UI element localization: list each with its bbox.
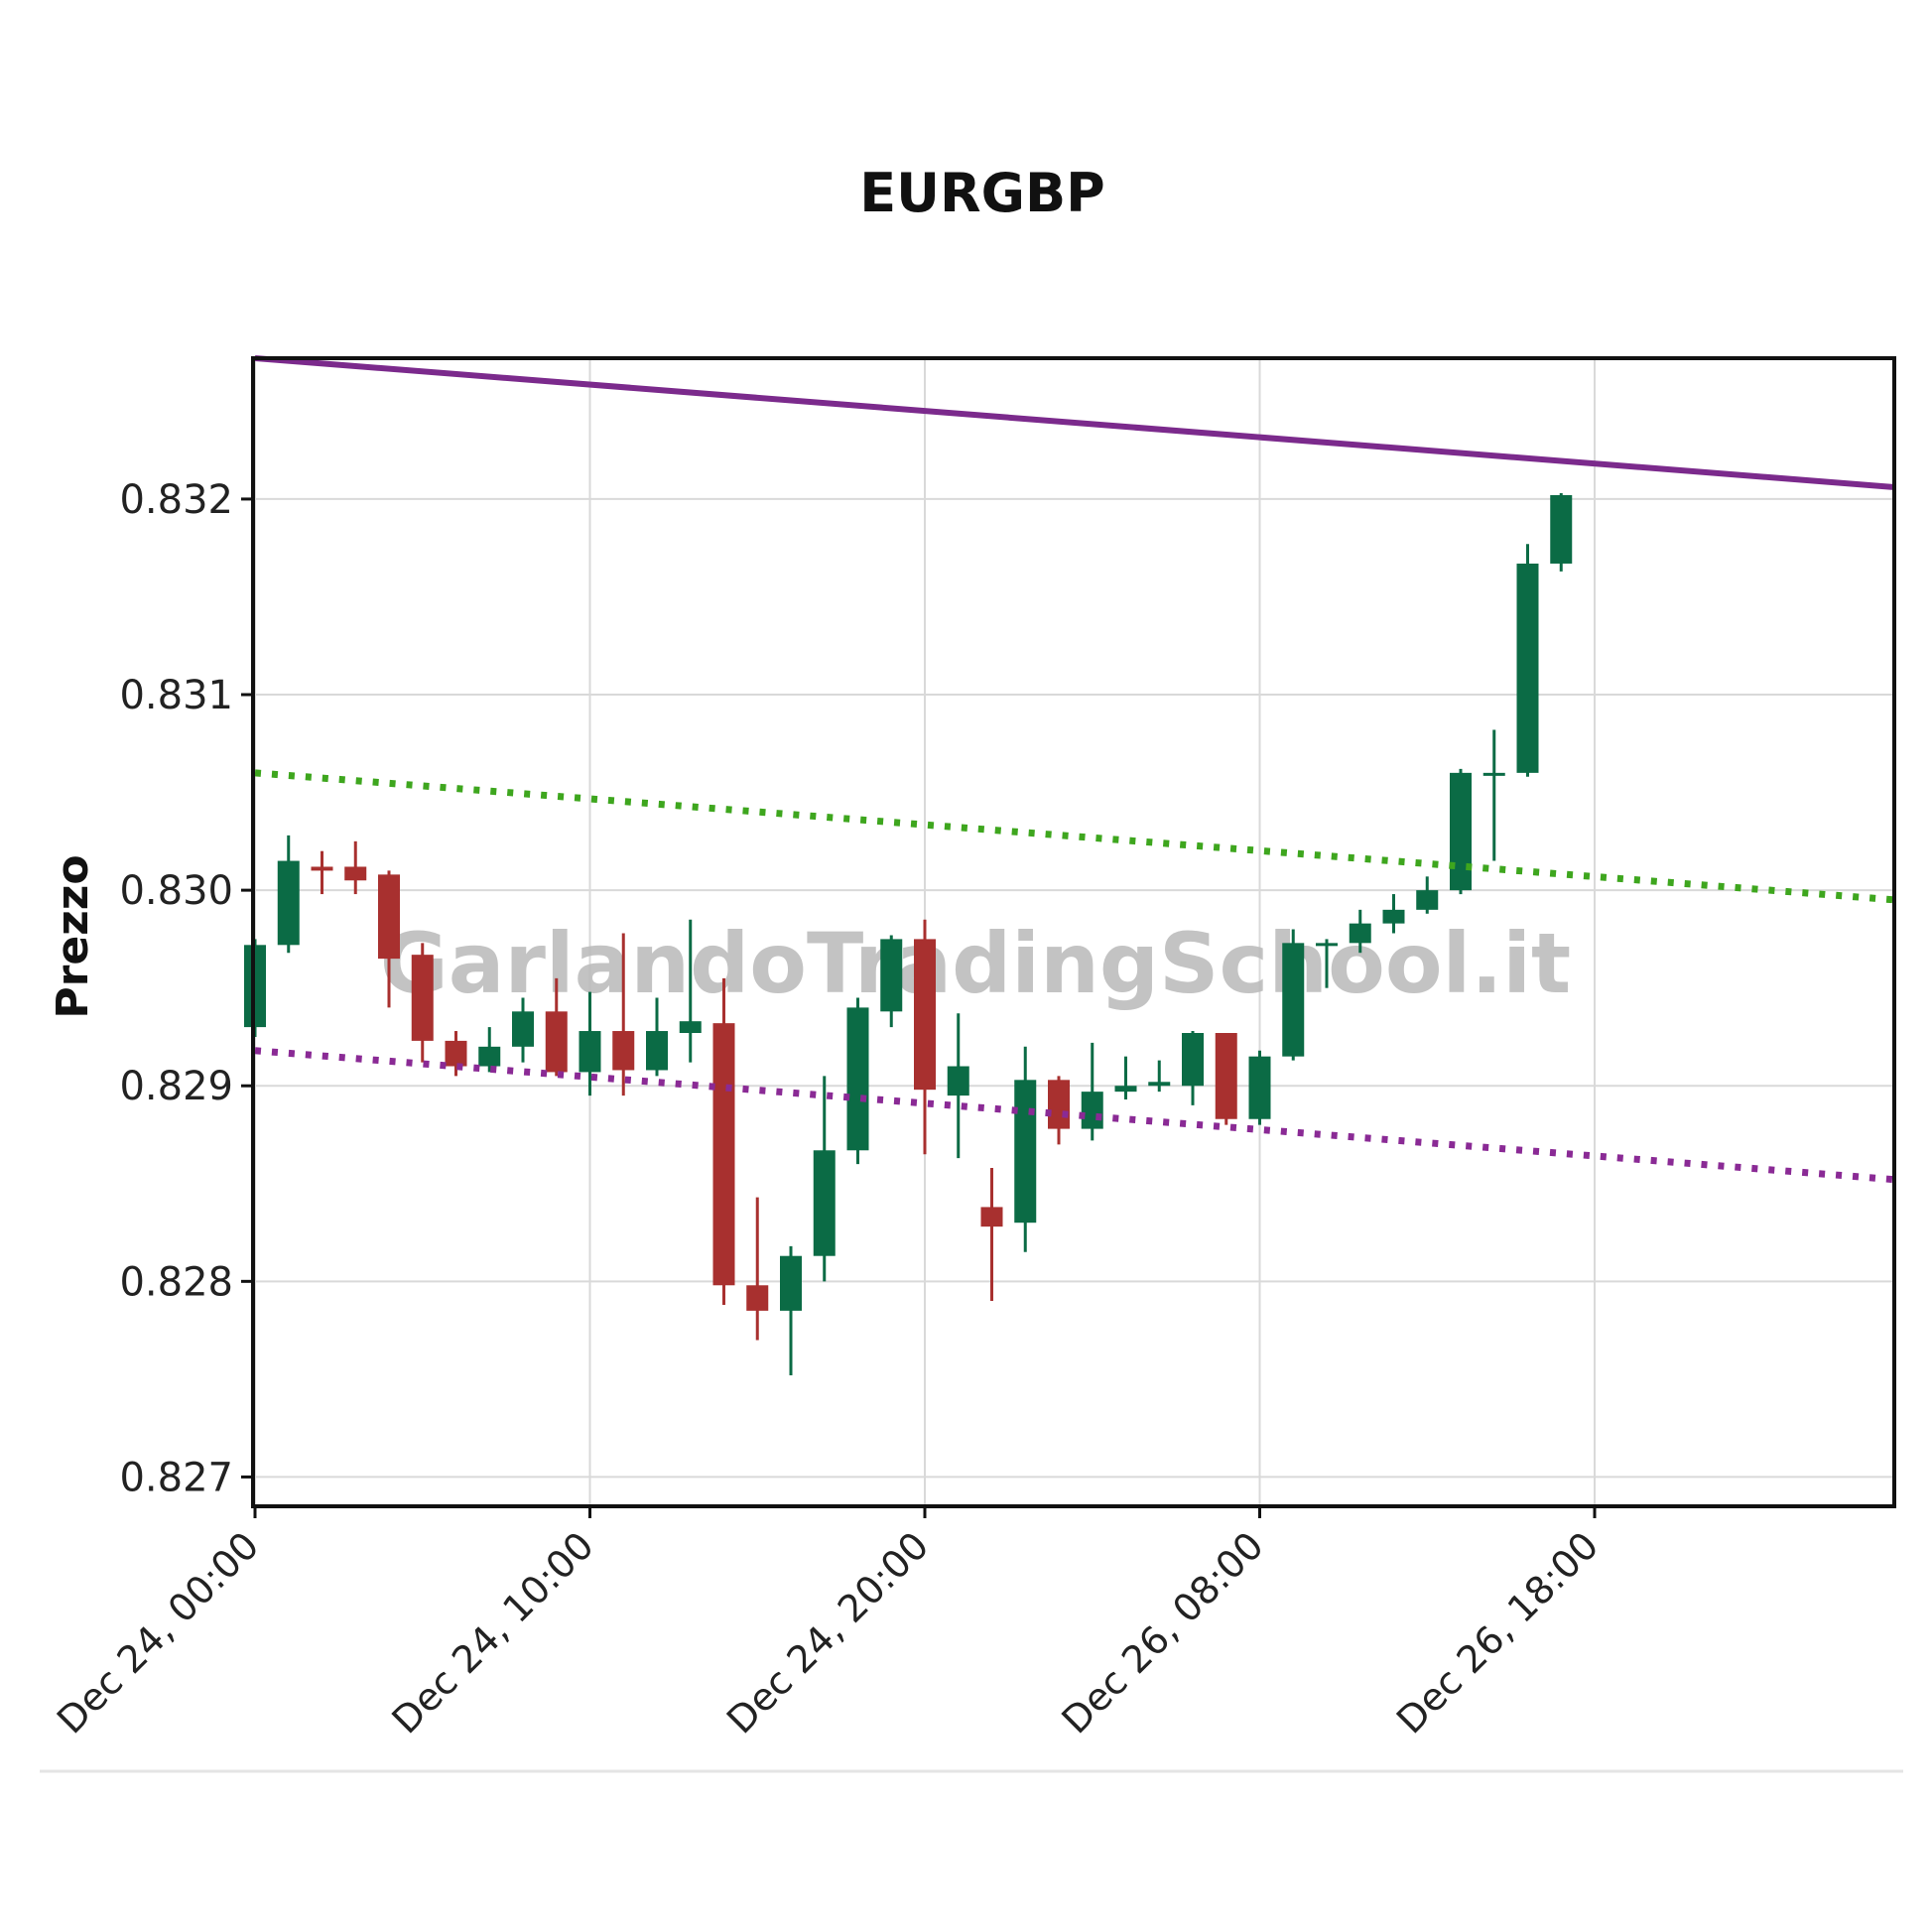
candle-body-up	[1349, 923, 1371, 944]
y-tick-label: 0.828	[119, 1259, 233, 1305]
candle-body-down	[311, 866, 333, 871]
candle-body-up	[478, 1046, 501, 1067]
x-tick-label: Dec 24, 00:00	[49, 1523, 267, 1741]
watermark-text: GarlandoTradingSchool.it	[380, 915, 1571, 1012]
candle-body-up	[880, 939, 903, 1012]
candle-body-up	[846, 1007, 869, 1151]
candle-body-up	[1182, 1033, 1204, 1087]
y-axis-ticks: 0.827 0.828 0.829 0.830 0.831 0.832	[119, 477, 253, 1500]
x-tick-label: Dec 26, 08:00	[1054, 1523, 1272, 1741]
candle-body-up	[679, 1021, 702, 1034]
candle-body-up	[1550, 494, 1573, 564]
channel-line	[254, 1047, 1897, 1184]
candle-body-up	[579, 1031, 601, 1073]
y-axis-label: Prezzo	[48, 854, 98, 1018]
candle-body-up	[947, 1066, 969, 1096]
candle-body-down	[445, 1040, 467, 1067]
candle-body-up	[1482, 772, 1505, 776]
trend-lines	[254, 355, 1897, 1184]
candle-body-down	[746, 1285, 769, 1311]
channel-line	[254, 769, 1897, 904]
y-tick-label: 0.829	[119, 1064, 233, 1109]
candle-body-up	[813, 1150, 836, 1256]
candle-body-up	[1014, 1080, 1037, 1224]
y-tick-label: 0.831	[119, 673, 233, 718]
candle-body-down	[1048, 1080, 1070, 1129]
candle-body-up	[1450, 772, 1472, 891]
candle-body-up	[277, 860, 300, 946]
candle-body-up	[1148, 1082, 1171, 1087]
chart-title: EURGBP	[859, 162, 1104, 224]
candle-body-up	[1382, 909, 1405, 924]
x-tick-label: Dec 24, 20:00	[718, 1523, 937, 1741]
y-tick-label: 0.830	[119, 868, 233, 914]
x-axis-ticks: Dec 24, 00:00 Dec 24, 10:00 Dec 24, 20:00 D…	[49, 1506, 1607, 1742]
candle-body-up	[1316, 943, 1338, 947]
x-tick-label: Dec 24, 10:00	[384, 1523, 602, 1741]
candle-body-up	[1114, 1086, 1137, 1093]
candle-body-up	[1081, 1092, 1103, 1129]
candle-body-down	[344, 866, 367, 881]
candle-body-up	[646, 1031, 668, 1071]
plot-frame	[251, 356, 1896, 1508]
resistance-line	[254, 355, 1896, 491]
candle-body-up	[780, 1255, 802, 1311]
y-tick-label: 0.827	[119, 1455, 233, 1500]
y-tick-label: 0.832	[119, 477, 233, 523]
candle-body-down	[378, 874, 400, 960]
candle-body-up	[1282, 943, 1305, 1057]
candle-body-up	[1516, 563, 1539, 773]
x-tick-label: Dec 26, 18:00	[1388, 1523, 1607, 1741]
candle-body-down	[1215, 1033, 1237, 1119]
candle-body-down	[980, 1207, 1003, 1227]
candle-body-up	[1416, 890, 1439, 910]
candle-body-up	[1248, 1056, 1271, 1119]
candle-body-down	[545, 1011, 568, 1073]
candle-body-down	[712, 1023, 735, 1286]
candle-body-down	[612, 1031, 635, 1071]
candle-body-down	[411, 955, 434, 1041]
candle-body-down	[914, 939, 936, 1091]
candle-body-up	[512, 1011, 534, 1047]
